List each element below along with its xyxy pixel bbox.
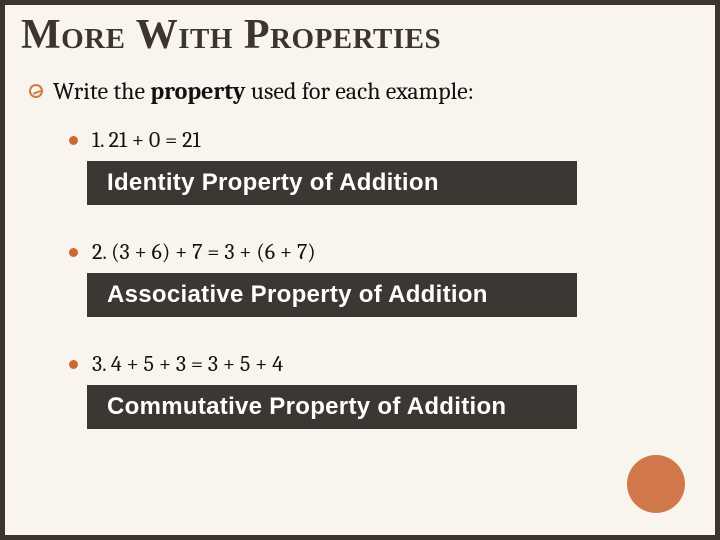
bullet-solid-icon xyxy=(69,136,78,145)
instruction-text: Write the property used for each example… xyxy=(53,77,474,105)
problem-2-answer: Associative Property of Addition xyxy=(87,273,577,317)
bullet-solid-icon xyxy=(69,360,78,369)
problems-list: 1. 21 + 0 = 21 Identity Property of Addi… xyxy=(21,127,699,429)
instruction-suffix: used for each example: xyxy=(246,77,474,105)
instruction-prefix: Write the xyxy=(53,77,150,105)
problem-3-equation: 3. 4 + 5 + 3 = 3 + 5 + 4 xyxy=(92,351,283,377)
instruction-row: Write the property used for each example… xyxy=(21,77,699,105)
problem-1-row: 1. 21 + 0 = 21 xyxy=(69,127,699,153)
decorative-circle-icon xyxy=(627,455,685,513)
bullet-icon xyxy=(29,84,43,98)
problem-3-answer: Commutative Property of Addition xyxy=(87,385,577,429)
problem-2: 2. (3 + 6) + 7 = 3 + (6 + 7) Associative… xyxy=(69,239,699,317)
problem-2-equation: 2. (3 + 6) + 7 = 3 + (6 + 7) xyxy=(92,239,316,265)
problem-1-answer: Identity Property of Addition xyxy=(87,161,577,205)
problem-3-row: 3. 4 + 5 + 3 = 3 + 5 + 4 xyxy=(69,351,699,377)
page-title: More With Properties xyxy=(21,11,699,59)
problem-3: 3. 4 + 5 + 3 = 3 + 5 + 4 Commutative Pro… xyxy=(69,351,699,429)
instruction-bold: property xyxy=(150,77,245,105)
problem-2-row: 2. (3 + 6) + 7 = 3 + (6 + 7) xyxy=(69,239,699,265)
slide-container: More With Properties Write the property … xyxy=(5,5,715,535)
bullet-solid-icon xyxy=(69,248,78,257)
problem-1: 1. 21 + 0 = 21 Identity Property of Addi… xyxy=(69,127,699,205)
problem-1-equation: 1. 21 + 0 = 21 xyxy=(92,127,200,153)
